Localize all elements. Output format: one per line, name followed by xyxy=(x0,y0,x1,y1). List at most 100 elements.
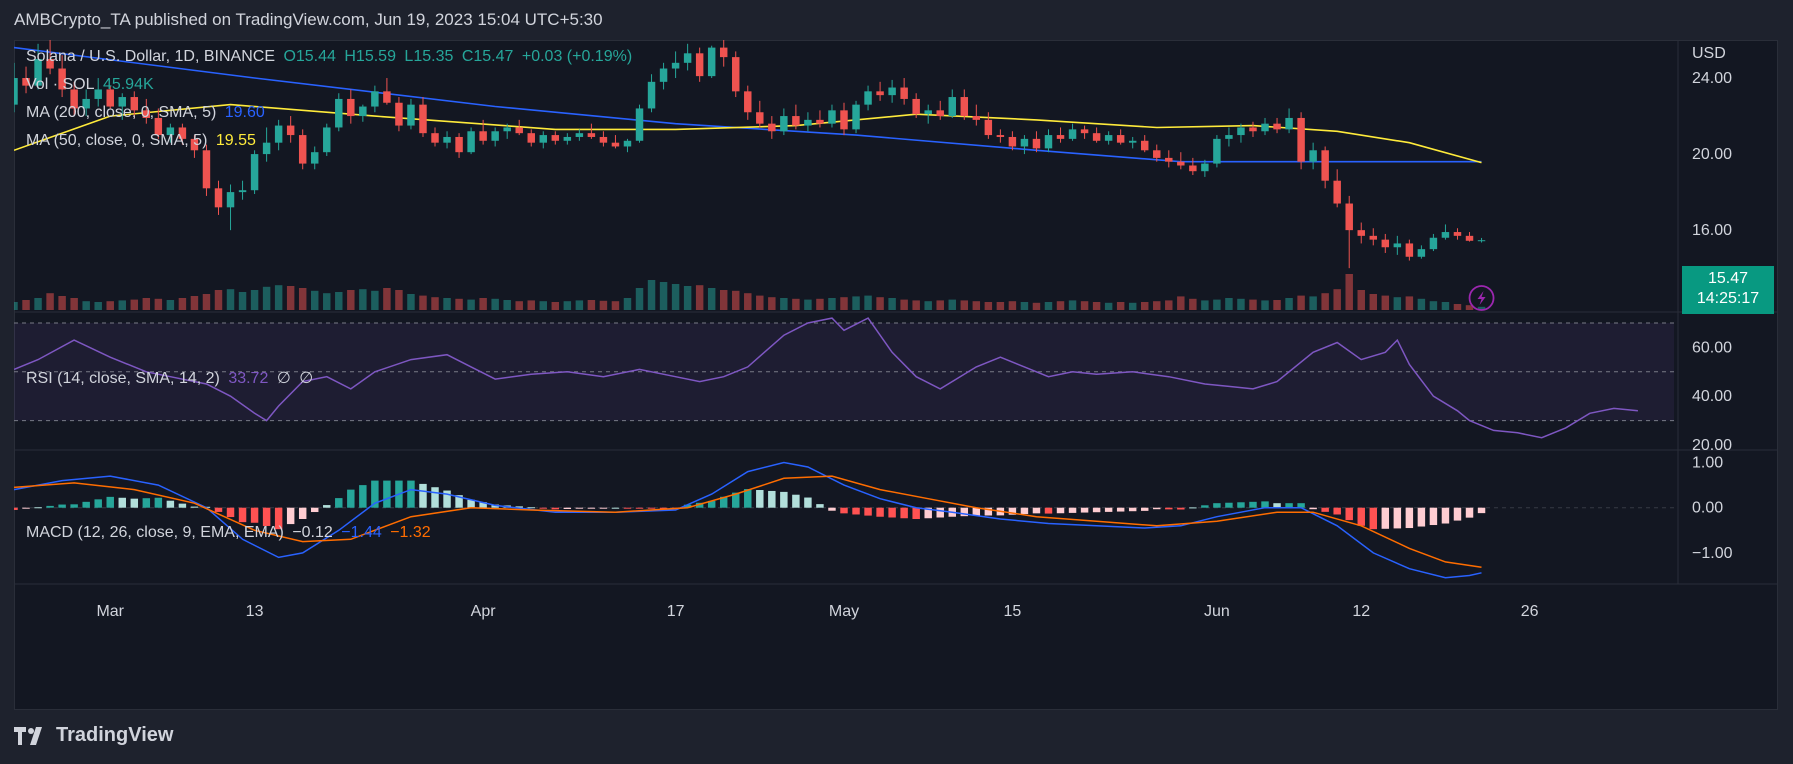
volume-bar xyxy=(395,290,403,310)
macd-hist-bar xyxy=(1008,507,1017,515)
footer-brand[interactable]: TradingView xyxy=(14,724,173,747)
macd-signal-value: −1.32 xyxy=(390,524,431,541)
legend-rsi[interactable]: RSI (14, close, SMA, 14, 2) 33.72 ∅ ∅ xyxy=(26,368,317,388)
candle-body xyxy=(238,190,247,193)
macd-hist-bar xyxy=(1189,507,1197,509)
volume-bar xyxy=(623,298,632,310)
ma50-value: 19.55 xyxy=(215,132,256,149)
publisher-line: AMBCrypto_TA published on TradingView.co… xyxy=(14,10,603,29)
candle-body xyxy=(768,123,776,132)
last-price-tag: 15.47 14:25:17 xyxy=(1682,266,1774,314)
candle-body xyxy=(1249,127,1257,132)
volume-bar xyxy=(238,292,247,310)
volume-bar xyxy=(1345,274,1353,310)
macd-hist-bar xyxy=(960,507,969,517)
candle-body xyxy=(1297,117,1305,162)
candle-body xyxy=(1189,165,1197,172)
volume-bar xyxy=(250,290,259,310)
macd-hist-bar xyxy=(1177,507,1185,510)
volume-bar xyxy=(756,295,764,310)
volume-bar xyxy=(984,302,993,310)
volume-bar xyxy=(1128,302,1137,310)
candle-body xyxy=(467,131,475,153)
volume-bar xyxy=(1153,301,1161,310)
volume-bar xyxy=(1080,301,1089,310)
price-tick-label: 24.00 xyxy=(1692,70,1732,87)
volume-bar xyxy=(274,285,283,310)
macd-hist-bar xyxy=(1237,502,1245,508)
time-axis-label: 13 xyxy=(246,603,264,620)
candle-body xyxy=(671,62,680,69)
chart-svg[interactable]: USD24.0020.0016.0012.0060.0040.0020.001.… xyxy=(14,40,1778,710)
volume-bar xyxy=(671,284,680,310)
volume-bar xyxy=(695,285,704,310)
macd-hist-bar xyxy=(166,500,175,508)
candle-body xyxy=(1417,249,1426,257)
macd-hist-bar xyxy=(732,492,740,508)
macd-hist-bar xyxy=(539,507,548,509)
macd-label: MACD (12, 26, close, 9, EMA, EMA) xyxy=(26,524,284,541)
candle-body xyxy=(1477,240,1486,242)
time-axis-label: Mar xyxy=(96,603,124,620)
legend-ma50[interactable]: MA (50, close, 0, SMA, 5) 19.55 xyxy=(26,132,260,150)
candle-body xyxy=(1020,138,1029,147)
macd-hist-bar xyxy=(359,485,367,508)
candle-body xyxy=(1429,237,1438,250)
candle-body xyxy=(1165,157,1173,162)
candle-body xyxy=(1465,235,1474,241)
candle-body xyxy=(804,119,812,126)
candle-body xyxy=(756,112,764,124)
candle-body xyxy=(515,127,523,134)
macd-hist-bar xyxy=(323,505,331,508)
macd-hist-bar xyxy=(623,507,632,509)
candle-body xyxy=(1453,232,1462,236)
macd-hist-bar xyxy=(46,505,54,508)
macd-hist-bar xyxy=(828,507,836,511)
candle-body xyxy=(828,110,836,124)
volume-bar xyxy=(804,299,812,310)
legend-volume[interactable]: Vol · SOL 45.94K xyxy=(26,76,158,94)
candle-body xyxy=(840,110,848,130)
volume-bar xyxy=(58,296,66,310)
volume-bar xyxy=(683,286,692,310)
candle-body xyxy=(1116,135,1125,143)
volume-bar xyxy=(587,300,596,310)
macd-hist-bar xyxy=(1080,507,1089,513)
candle-body xyxy=(166,127,175,136)
tradingview-logo-icon xyxy=(14,726,42,745)
volume-bar xyxy=(419,295,427,310)
legend-macd[interactable]: MACD (12, 26, close, 9, EMA, EMA) −0.12 … xyxy=(26,524,435,542)
candle-body xyxy=(1321,150,1329,181)
chart-area[interactable] xyxy=(14,40,1778,710)
symbol-label[interactable]: Solana / U.S. Dollar, 1D, BINANCE xyxy=(26,48,275,65)
macd-hist-bar xyxy=(1225,502,1233,508)
rsi-extra-2: ∅ xyxy=(299,370,314,387)
macd-hist-bar xyxy=(298,507,307,519)
legend-ma200[interactable]: MA (200, close, 0, SMA, 5) 19.60 xyxy=(26,104,269,122)
volume-bar xyxy=(1213,299,1221,310)
legend-main: Solana / U.S. Dollar, 1D, BINANCE O15.44… xyxy=(26,48,636,66)
volume-bar xyxy=(1285,298,1293,310)
volume-bar xyxy=(1068,300,1077,310)
volume-bar xyxy=(371,290,379,310)
candle-body xyxy=(599,136,608,143)
ohlc-low: L15.35 xyxy=(404,48,454,65)
volume-bar xyxy=(575,300,584,310)
candle-body xyxy=(924,110,932,115)
volume-bar xyxy=(635,288,644,310)
volume-bar xyxy=(900,299,908,310)
volume-bar xyxy=(178,298,187,310)
volume-bar xyxy=(1321,293,1329,310)
macd-hist-bar xyxy=(238,507,247,523)
macd-hist-bar xyxy=(1044,507,1053,514)
macd-hist-bar xyxy=(1273,503,1281,508)
volume-bar xyxy=(960,300,969,310)
macd-hist-bar xyxy=(1309,507,1317,510)
macd-hist-bar xyxy=(635,507,644,509)
macd-hist-bar xyxy=(178,503,187,508)
candle-body xyxy=(948,97,956,117)
candle-body xyxy=(262,142,271,155)
candle-body xyxy=(719,47,728,58)
candle-body xyxy=(443,136,451,143)
candle-body xyxy=(419,104,427,134)
